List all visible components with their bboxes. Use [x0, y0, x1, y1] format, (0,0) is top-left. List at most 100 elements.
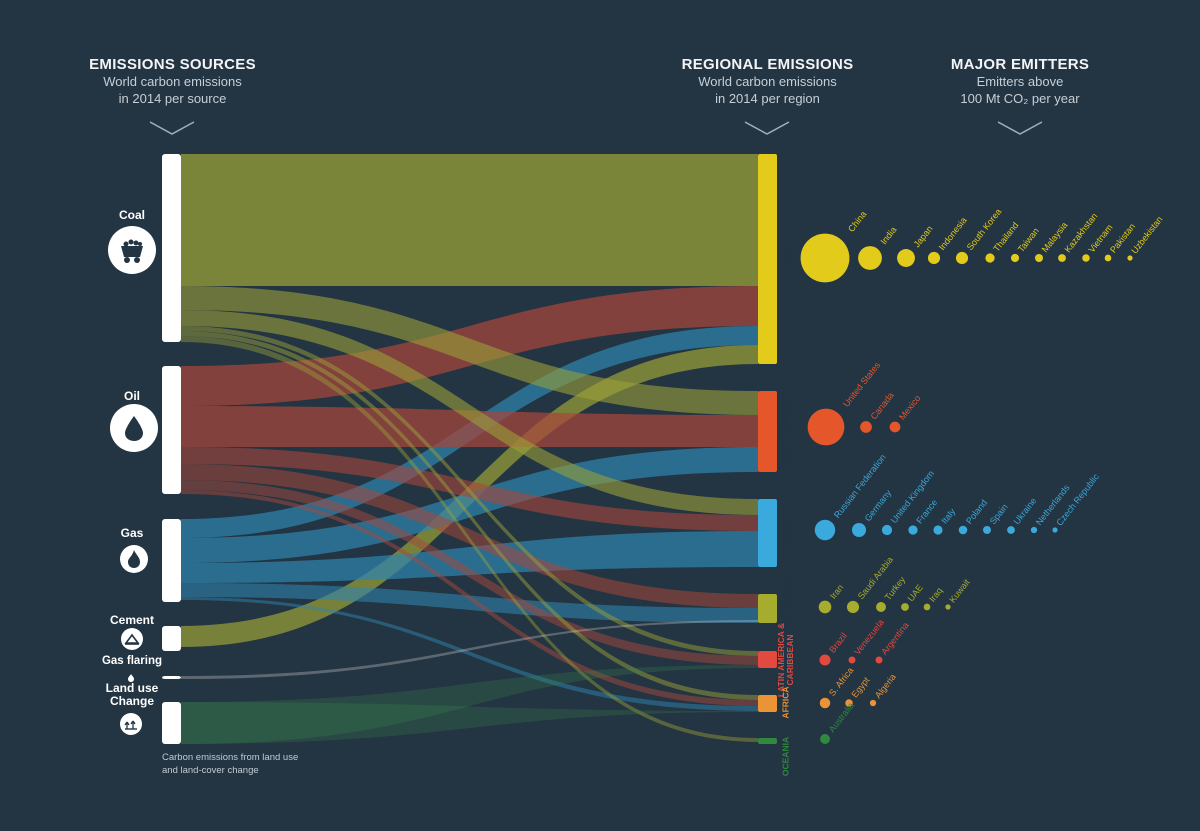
emitter-bubble [1007, 526, 1015, 534]
emitter-bubble [848, 656, 856, 664]
emitter-bubble [955, 251, 969, 265]
emitter-label: Uzbekistan [1129, 214, 1164, 255]
region-bars [758, 154, 777, 744]
emitter-label: Taiwan [1016, 226, 1041, 254]
source-label-oil: Oil [123, 389, 140, 403]
emitter-bubble [881, 524, 893, 536]
header-emitters-title: MAJOR EMITTERS [950, 56, 1090, 73]
region-bar-oceania [758, 738, 777, 744]
emitter-bubble [1035, 254, 1043, 262]
flow-coal-to-asia [181, 154, 758, 286]
flow-coal-to-oceania [181, 336, 758, 742]
flow-gas-to-mideast [181, 583, 758, 623]
land-use-note: Carbon emissions from land use and land-… [162, 751, 352, 777]
coal-cart-icon [108, 226, 156, 274]
emitter-label: Spain [988, 502, 1010, 526]
emitter-bubble [1010, 253, 1020, 263]
header-sources-line2: in 2014 per source [118, 91, 227, 106]
land-use-note-line2: and land-cover change [162, 765, 259, 776]
chevron-down-icon [149, 121, 195, 135]
emitter-bubble [1058, 254, 1066, 262]
emitter-label: Iran [828, 583, 845, 601]
emitter-bubble [869, 699, 877, 707]
emitter-bubble [858, 246, 882, 270]
region-label-oceania: OCEANIA [780, 736, 791, 777]
region-bar-europe [758, 499, 777, 567]
emitter-bubble [958, 525, 968, 535]
flow-coal-to-europe [181, 310, 758, 515]
emitter-bubble [908, 525, 918, 535]
source-label-gas: Gas [120, 526, 144, 540]
header-sources-title: EMISSIONS SOURCES [89, 56, 256, 73]
flow-coal-to-africa [181, 331, 758, 700]
emitter-label: Poland [964, 498, 989, 526]
emitter-label: France [914, 497, 939, 525]
flow-gas-to-africa [181, 597, 758, 711]
flaring-icon [126, 670, 136, 682]
region-label-asia: ASIA [780, 248, 791, 269]
emitter-label: Kuwait [947, 577, 972, 605]
emitter-bubble [875, 656, 883, 664]
region-bar-asia [758, 154, 777, 364]
emitter-bubble [1082, 254, 1090, 262]
source-bar-coal [162, 154, 181, 342]
emitter-label: Canada [869, 390, 896, 421]
header-emitters: MAJOR EMITTERS Emitters above 100 Mt CO₂… [925, 56, 1115, 107]
emitter-bubble [897, 249, 915, 267]
emitter-bubble [1052, 527, 1058, 533]
header-emitters-line1: Emitters above [976, 74, 1064, 89]
region-bar-namerica [758, 391, 777, 472]
flow-landuse-to-latam [181, 665, 758, 744]
emitter-label: Iraq [927, 586, 944, 604]
source-bar-cement [162, 626, 181, 651]
header-regions-line2: in 2014 per region [715, 91, 820, 106]
emitter-label: Brazil [827, 631, 849, 655]
source-bar-oil [162, 366, 181, 494]
source-label-coal: Coal [118, 208, 145, 222]
flow-oil-to-mideast [181, 464, 758, 608]
emitter-bubble [1127, 255, 1133, 261]
land-use-icon [120, 713, 142, 735]
source-bars [162, 154, 181, 744]
emitter-bubble [807, 408, 845, 446]
emitter-bubble [923, 603, 931, 611]
emitter-bubble [845, 699, 853, 707]
flow-oil-to-africa [181, 490, 758, 706]
source-bar-landuse [162, 702, 181, 744]
emitter-bubble [1030, 526, 1038, 534]
emitter-bubble [800, 233, 850, 283]
source-bar-flaring [162, 676, 181, 679]
header-emitters-line2: 100 Mt CO₂ per year [960, 91, 1080, 106]
source-label-flaring: Gas flaring [101, 655, 163, 667]
flow-coal-to-namerica [181, 286, 758, 415]
emitter-label: Egypt [849, 675, 871, 700]
region-label-namerica: NORTH AMERICA [780, 394, 791, 467]
emitter-label: Japan [912, 224, 935, 249]
emitter-label: United States [841, 360, 882, 409]
region-bar-mideast [758, 594, 777, 623]
region-label-europe: EUROPE [780, 510, 791, 547]
header-chevrons [149, 121, 1043, 135]
flow-gas-to-europe [181, 531, 758, 583]
header-sources: EMISSIONS SOURCES World carbon emissions… [70, 56, 275, 107]
emitter-bubble [983, 526, 991, 534]
flow-oil-to-namerica [181, 406, 758, 447]
region-bar-africa [758, 695, 777, 712]
emitter-label: Australia [827, 701, 856, 735]
oil-drop-icon [110, 404, 158, 452]
emitter-label: UAE [906, 583, 925, 604]
emitter-label: China [846, 209, 868, 234]
emitter-bubble [889, 421, 901, 433]
header-regions-title: REGIONAL EMISSIONS [681, 56, 854, 73]
emitter-bubble [985, 253, 995, 263]
emitter-bubble [933, 525, 943, 535]
emitter-bubble [814, 519, 836, 541]
header-sources-line1: World carbon emissions [103, 74, 242, 89]
emitter-label: Turkey [883, 574, 908, 602]
flow-landuse-to-africa [181, 702, 758, 744]
flow-flaring-to-mideast [181, 620, 758, 679]
flow-oil-to-latam [181, 480, 758, 665]
